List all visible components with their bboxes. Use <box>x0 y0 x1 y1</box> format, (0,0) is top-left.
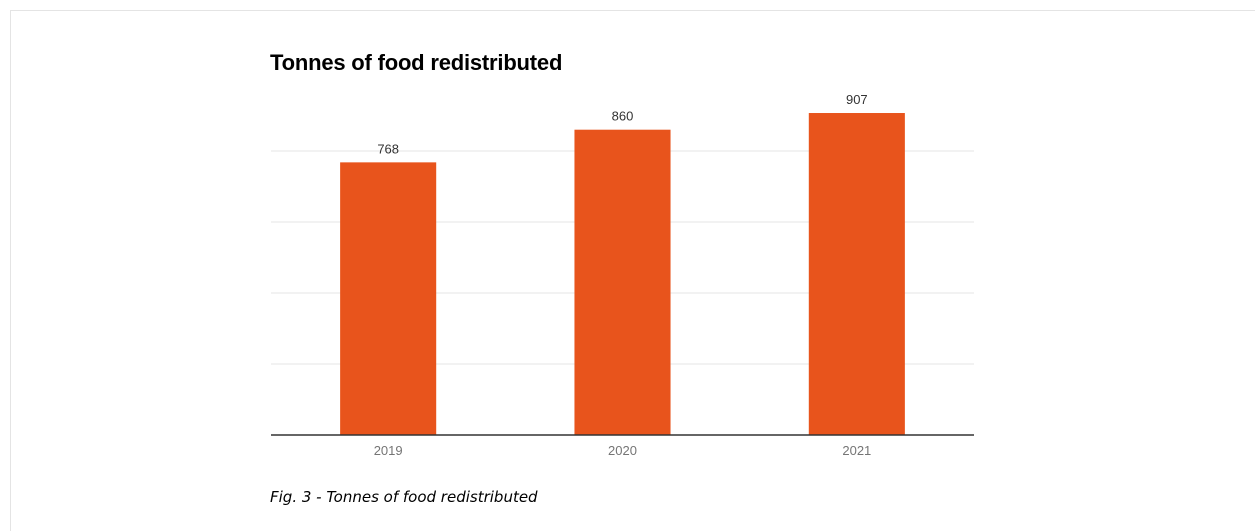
value-label-2021: 907 <box>846 92 868 107</box>
bar-2020 <box>574 129 671 435</box>
x-tick-labels: 2019 2020 2021 <box>374 443 872 458</box>
chart-title: Tonnes of food redistributed <box>270 50 563 75</box>
figure-caption: Fig. 3 - Tonnes of food redistributed <box>270 488 538 506</box>
value-label-2019: 768 <box>377 141 399 156</box>
bar-2019 <box>340 162 437 436</box>
value-label-2020: 860 <box>612 109 634 124</box>
value-labels: 768 860 907 <box>377 92 867 156</box>
x-tick-label-2021: 2021 <box>842 443 871 458</box>
x-tick-label-2019: 2019 <box>374 443 403 458</box>
bars <box>340 113 905 436</box>
bar-2021 <box>808 113 905 435</box>
x-tick-label-2020: 2020 <box>608 443 637 458</box>
